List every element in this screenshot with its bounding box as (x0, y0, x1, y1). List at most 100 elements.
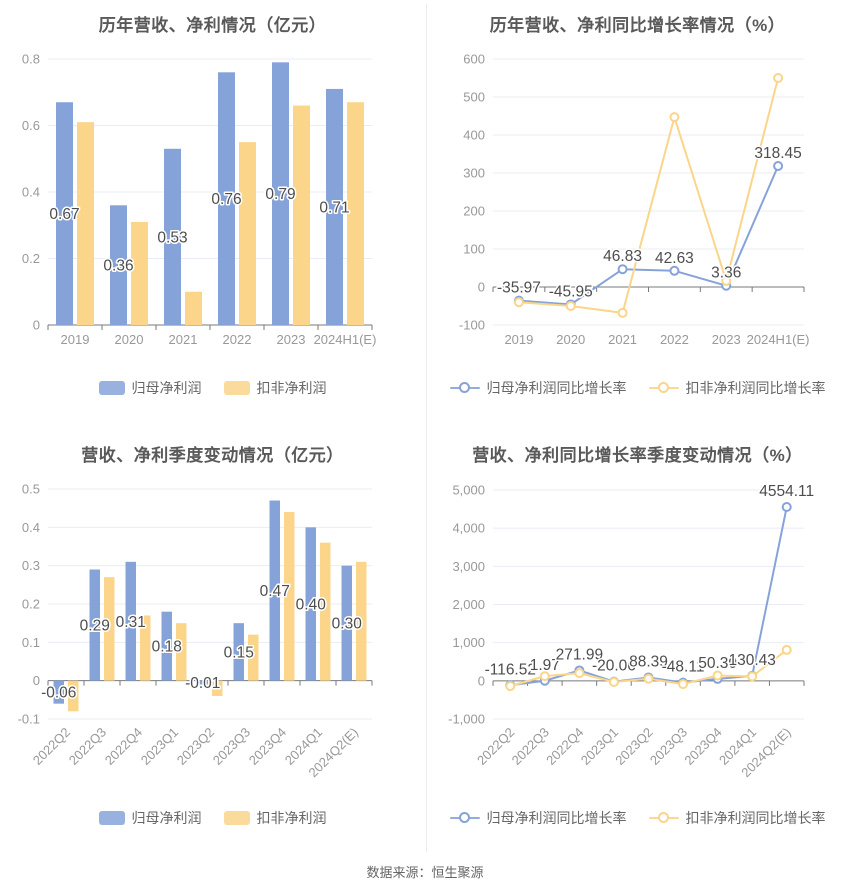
chart-legend: 归母净利润同比增长率 扣非净利润同比增长率 (425, 378, 850, 398)
svg-text:0: 0 (478, 673, 485, 688)
svg-text:-116.52: -116.52 (485, 661, 536, 678)
legend-line-marker-icon (648, 381, 679, 395)
svg-text:42.63: 42.63 (655, 250, 694, 267)
x-axis (47, 324, 373, 330)
grid-lines: -100 0 100 200 300 400 500 600 (459, 52, 804, 333)
svg-text:2023Q2: 2023Q2 (174, 725, 217, 768)
legend-item-series-1[interactable]: 扣非净利润同比增长率 (648, 808, 826, 828)
svg-text:2019: 2019 (504, 332, 533, 347)
svg-text:130.43: 130.43 (728, 652, 775, 669)
svg-text:4,000: 4,000 (452, 521, 485, 536)
svg-text:2020: 2020 (115, 332, 144, 347)
svg-text:0.1: 0.1 (22, 635, 40, 650)
svg-text:271.99: 271.99 (556, 646, 603, 663)
legend-line-marker-icon (648, 811, 679, 825)
svg-text:0.18: 0.18 (152, 639, 182, 656)
legend-item-series-0[interactable]: 归母净利润 (98, 378, 202, 398)
svg-text:0.53: 0.53 (157, 229, 187, 246)
chart-title: 营收、净利季度变动情况（亿元） (81, 446, 344, 465)
value-labels: 0.67 0.36 0.53 0.76 0.79 0.71 (48, 185, 351, 276)
legend-item-series-1[interactable]: 扣非净利润同比增长率 (648, 378, 826, 398)
svg-text:0.2: 0.2 (22, 251, 40, 266)
svg-text:0.15: 0.15 (224, 644, 254, 661)
legend-item-series-1[interactable]: 扣非净利润 (223, 808, 327, 828)
legend-swatch (98, 811, 125, 825)
column-divider (426, 4, 427, 852)
svg-text:46.83: 46.83 (603, 248, 642, 265)
panel-annual-amount: 0 0.2 0.4 0.6 0.8 2019 2020 2021 2022 2023 2024H1(… (0, 0, 425, 430)
x-axis-labels: 2019 2020 2021 2022 2023 2024H1(E) (61, 332, 377, 347)
chart-title: 历年营收、净利同比增长率情况（%） (489, 16, 786, 35)
annual-amount-chart: 0 0.2 0.4 0.6 0.8 2019 2020 2021 2022 2023 2024H1(… (22, 52, 377, 348)
svg-text:0.2: 0.2 (22, 597, 40, 612)
svg-text:0.8: 0.8 (22, 52, 40, 67)
svg-text:2021: 2021 (608, 332, 637, 347)
svg-text:0.40: 0.40 (296, 597, 327, 614)
svg-text:2,000: 2,000 (452, 597, 485, 612)
svg-text:5,000: 5,000 (452, 483, 485, 498)
legend-item-series-0[interactable]: 归母净利润 (98, 808, 202, 828)
legend-item-series-0[interactable]: 归母净利润同比增长率 (449, 808, 627, 828)
svg-text:0.31: 0.31 (116, 614, 146, 631)
x-axis-labels: 2022Q22022Q32022Q42023Q12023Q22023Q32023… (30, 725, 361, 781)
svg-text:-20.06: -20.06 (592, 658, 636, 675)
chart-title: 历年营收、净利情况（亿元） (98, 16, 327, 35)
svg-text:0: 0 (33, 318, 40, 333)
value-labels: -35.97 -45.95 46.83 42.63 3.36 318.45 (495, 143, 803, 301)
svg-text:2022Q2: 2022Q2 (30, 725, 73, 768)
svg-text:500: 500 (463, 90, 485, 105)
svg-text:2023Q3: 2023Q3 (210, 725, 253, 768)
x-axis-labels: 2022Q22022Q32022Q42023Q12023Q22023Q32023… (474, 725, 794, 781)
svg-text:-45.95: -45.95 (549, 283, 593, 300)
svg-text:2024H1(E): 2024H1(E) (747, 332, 810, 347)
svg-text:88.39: 88.39 (629, 653, 668, 670)
svg-text:2022Q2: 2022Q2 (474, 725, 517, 768)
grid-lines: -0.1 0 0.1 0.2 0.3 0.4 0.5 (18, 482, 372, 727)
svg-text:-48.11: -48.11 (662, 659, 705, 676)
legend-item-series-0[interactable]: 归母净利润同比增长率 (449, 378, 627, 398)
svg-text:0.71: 0.71 (319, 199, 349, 216)
svg-text:2024H1(E): 2024H1(E) (314, 332, 377, 347)
svg-text:2023: 2023 (277, 332, 306, 347)
svg-text:2019: 2019 (61, 332, 90, 347)
series-1 (77, 102, 364, 325)
legend-label: 扣非净利润同比增长率 (685, 380, 826, 396)
svg-text:2022: 2022 (660, 332, 689, 347)
svg-text:2022Q4: 2022Q4 (543, 725, 586, 768)
svg-text:-0.01: -0.01 (185, 675, 220, 692)
panel-quarterly-amount: -0.1 0 0.1 0.2 0.3 0.4 0.5 2022Q2 2022Q3 2022Q4 20… (0, 430, 425, 860)
legend-swatch (223, 381, 250, 395)
svg-text:3.36: 3.36 (711, 265, 741, 282)
svg-text:0.3: 0.3 (22, 558, 40, 573)
grid-lines: -1,000 0 1,000 2,000 3,000 4,000 5,000 (448, 483, 804, 727)
svg-text:0.4: 0.4 (22, 520, 40, 535)
series-0 (56, 62, 343, 325)
chart-legend: 归母净利润同比增长率 扣非净利润同比增长率 (425, 808, 850, 828)
svg-text:0.36: 0.36 (103, 258, 133, 275)
legend-swatch (98, 381, 125, 395)
svg-text:2021: 2021 (169, 332, 198, 347)
svg-text:0: 0 (478, 280, 485, 295)
legend-label: 扣非净利润 (256, 380, 327, 396)
legend-line-marker-icon (449, 381, 480, 395)
svg-text:200: 200 (463, 204, 485, 219)
chart-legend: 归母净利润 扣非净利润 (0, 378, 425, 398)
svg-text:0: 0 (33, 673, 40, 688)
svg-text:0.76: 0.76 (211, 191, 241, 208)
svg-text:2023Q1: 2023Q1 (578, 725, 621, 768)
svg-text:0.6: 0.6 (22, 118, 40, 133)
svg-text:3,000: 3,000 (452, 559, 485, 574)
svg-text:2022Q3: 2022Q3 (66, 725, 109, 768)
svg-text:-100: -100 (459, 318, 485, 333)
data-source-note: 数据来源：恒生聚源 (366, 865, 484, 880)
legend-line-marker-icon (449, 811, 480, 825)
chart-title: 营收、净利同比增长率季度变动情况（%） (472, 446, 803, 465)
svg-text:0.30: 0.30 (332, 616, 363, 633)
svg-text:300: 300 (463, 166, 485, 181)
svg-text:2023Q2: 2023Q2 (612, 725, 655, 768)
svg-text:100: 100 (463, 242, 485, 257)
grid-lines: 0 0.2 0.4 0.6 0.8 (22, 52, 372, 333)
legend-item-series-1[interactable]: 扣非净利润 (223, 378, 327, 398)
